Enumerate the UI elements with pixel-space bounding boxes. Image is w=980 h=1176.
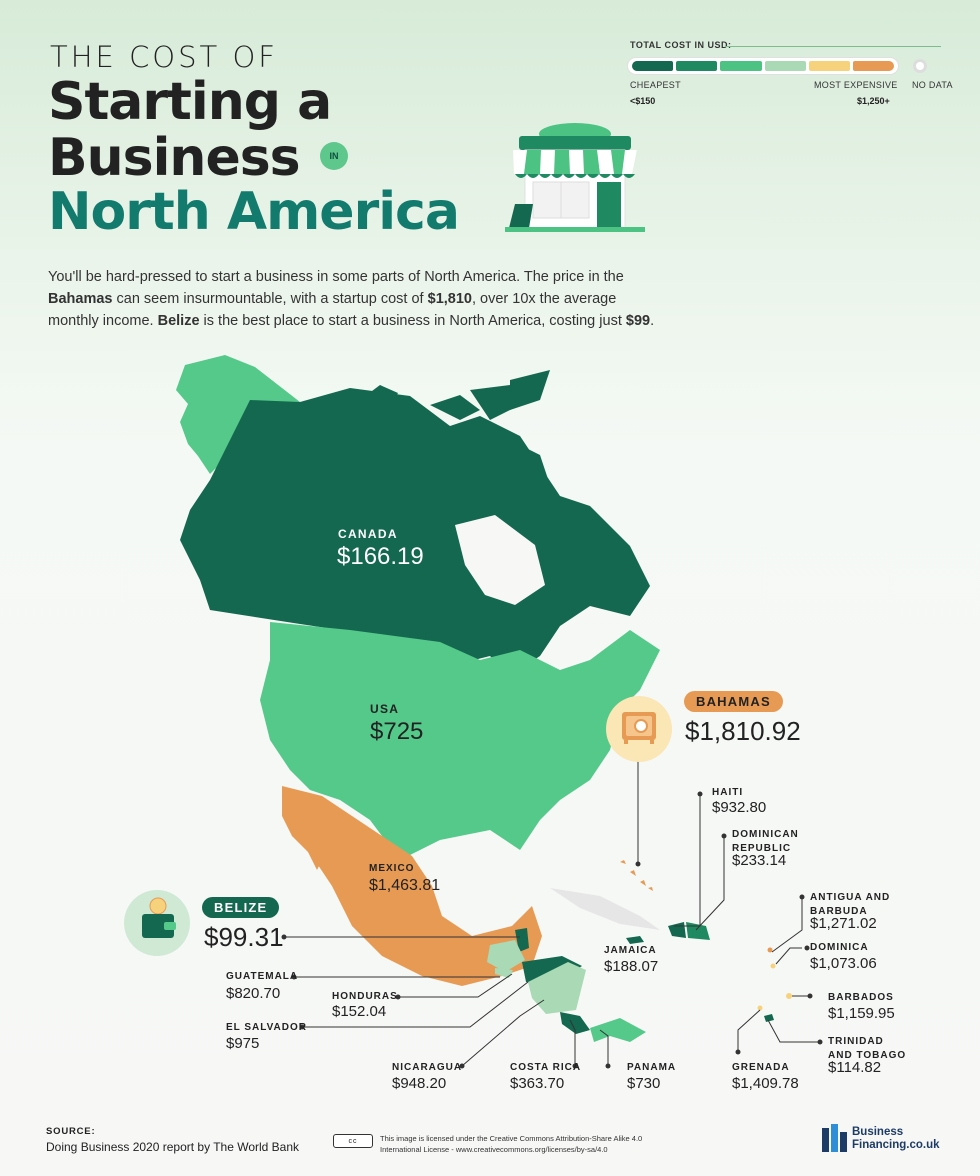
north-america-map [176,355,823,1069]
greenland-edge [510,370,550,410]
title-line-1: Starting a [48,72,332,132]
nicaragua-value: $948.20 [392,1075,447,1092]
haiti-label: HAITI [712,787,744,798]
legend-rule [725,46,941,47]
antigua-shape[interactable] [767,947,773,953]
panama-value: $730 [627,1075,661,1092]
baja-california [292,800,322,870]
antigua-value: $1,271.02 [810,915,877,932]
safe-icon [622,712,656,744]
in-badge: IN [320,142,348,170]
grenada-label: GRENADA [732,1062,790,1073]
dominica-value: $1,073.06 [810,955,877,972]
trinidad-value: $114.82 [828,1059,882,1076]
legend-cheapest-value: <$150 [630,96,656,106]
grenada-shape[interactable] [757,1005,763,1011]
jamaica-shape[interactable] [626,936,644,944]
legend-no-data-swatch [913,59,927,73]
costa-rica-shape[interactable] [560,1012,590,1034]
usa-value: $725 [370,718,424,745]
guatemala-label: GUATEMALA [226,971,299,982]
legend-expensive-label: MOST EXPENSIVE [814,80,898,90]
wallet-icon [142,897,176,938]
haiti-value: $932.80 [712,799,767,816]
belize-label: BELIZE [202,897,280,918]
title-line-3: North America [48,182,460,242]
barbados-shape[interactable] [786,993,792,999]
jamaica-value: $188.07 [604,958,659,975]
el-salvador-shape[interactable] [495,968,513,978]
barbados-label: BARBADOS [828,992,894,1003]
honduras-value: $152.04 [332,1003,387,1020]
hudson-bay [455,515,545,605]
legend-swatch-4 [764,61,806,71]
dominica-label: DOMINICA [810,942,869,953]
costa-rica-value: $363.70 [510,1075,565,1092]
intro-bahamas-cost: $1,810 [427,291,472,307]
legend-swatch-6 [852,61,895,71]
bahamas-shape[interactable] [620,860,653,891]
trinidad-shape[interactable] [764,1014,774,1022]
dominican-republic-label: DOMINICAN REPUBLIC [732,829,799,854]
legend-swatch-3 [720,61,762,71]
storefront-icon [505,123,645,232]
grenada-value: $1,409.78 [732,1075,799,1092]
trinidad-label: TRINIDAD AND TOBAGO [828,1036,907,1061]
costa-rica-label: COSTA RICA [510,1062,582,1073]
canada-islands-1 [360,385,550,485]
legend-color-scale [628,58,898,74]
guatemala-shape[interactable] [487,940,525,972]
legend-swatch-5 [808,61,850,71]
intro-belize-cost: $99 [625,313,651,329]
title-line-2: Business [48,128,301,188]
license-text: This image is licensed under the Creativ… [380,1134,643,1154]
jamaica-label: JAMAICA [604,945,657,956]
guatemala-value: $820.70 [226,985,281,1002]
business-financing-logo-icon [822,1124,847,1152]
business-financing-logo[interactable]: Business Financing.co.uk [852,1126,940,1151]
bahamas-icon-circle [606,696,672,762]
canada-label: CANADA [338,527,398,541]
honduras-label: HONDURAS [332,991,398,1002]
source-heading: SOURCE: [46,1126,96,1137]
panama-label: PANAMA [627,1062,677,1073]
nicaragua-label: NICARAGUA [392,1062,463,1073]
legend-title: TOTAL COST IN USD: [630,40,732,50]
intro-paragraph: You'll be hard-pressed to start a busine… [48,269,655,329]
intro-belize: Belize [157,313,200,329]
belize-shape[interactable] [515,928,529,952]
intro-bahamas: Bahamas [48,291,113,307]
legend-expensive-value: $1,250+ [857,96,890,106]
legend-no-data-label: NO DATA [912,80,953,90]
canada-value: $166.19 [337,543,424,570]
barbados-value: $1,159.95 [828,1005,895,1022]
belize-icon-circle [124,890,190,956]
source-text: Doing Business 2020 report by The World … [46,1140,300,1154]
bahamas-value: $1,810.92 [685,716,801,746]
panama-shape[interactable] [590,1018,646,1042]
legend-cheapest-label: CHEAPEST [630,80,681,90]
title-prefix: THE COST OF [50,40,278,74]
mexico-value: $1,463.81 [369,877,441,894]
legend-swatch-2 [676,61,718,71]
mexico-shape[interactable] [282,786,542,986]
mexico-label: MEXICO [369,863,415,874]
haiti-shape[interactable] [668,922,686,938]
dominican-republic-shape[interactable] [686,922,710,940]
usa-shape[interactable] [260,622,660,860]
antigua-label: ANTIGUA AND BARBUDA [810,892,891,917]
bahamas-label: BAHAMAS [684,691,783,712]
dominican-republic-value: $233.14 [732,852,787,869]
cc-license-icon: cc [333,1134,373,1148]
el-salvador-value: $975 [226,1035,260,1052]
belize-value: $99.31 [204,922,284,952]
cuba-shape [550,888,660,930]
el-salvador-label: EL SALVADOR [226,1022,308,1033]
legend-swatch-1 [632,61,674,71]
usa-label: USA [370,702,400,716]
dominica-shape[interactable] [770,963,776,969]
